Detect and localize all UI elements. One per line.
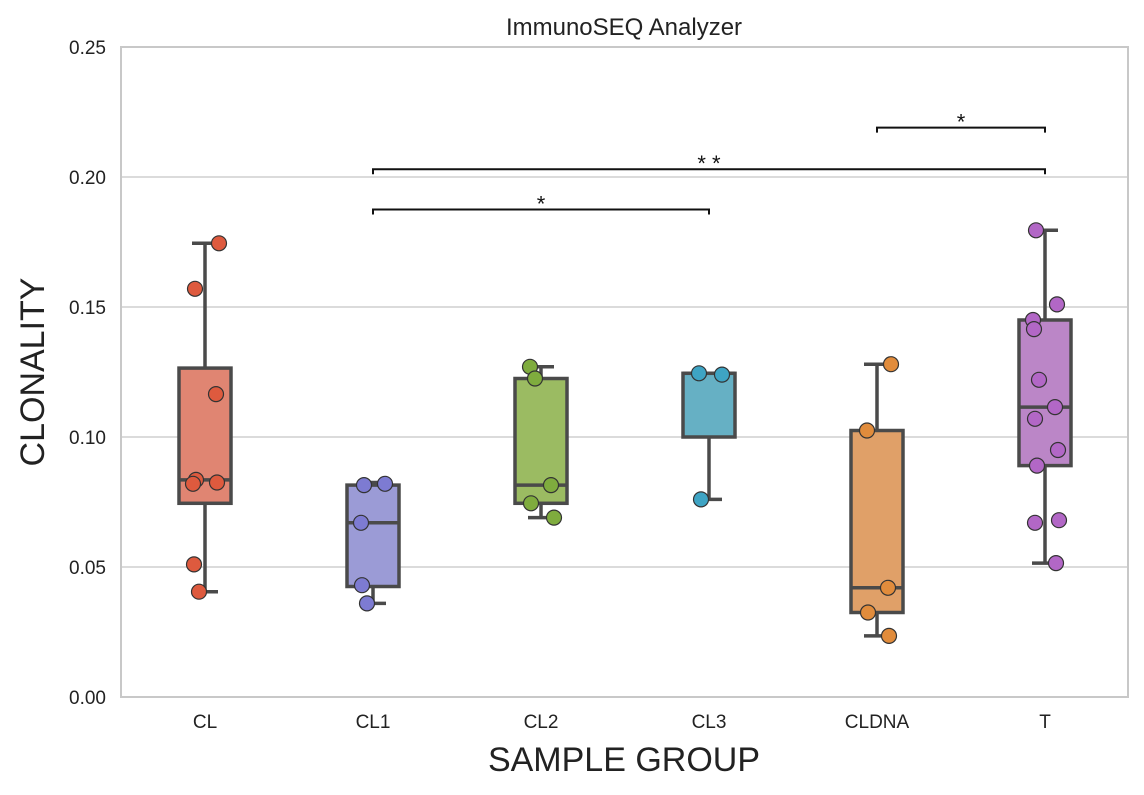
significance-bracket: * (876, 110, 1046, 135)
x-tick-label: T (1039, 712, 1051, 733)
significance-bracket: * * (372, 151, 1046, 176)
data-point (859, 604, 877, 621)
data-point (1026, 514, 1044, 531)
data-point (1025, 321, 1043, 338)
x-tick-label: CL (193, 712, 217, 733)
chart-title: ImmunoSEQ Analyzer (506, 14, 742, 41)
x-axis-ticks: CL CL1 CL2 CL3 CLDNA T (193, 712, 1051, 733)
plot-frame (120, 46, 1129, 698)
data-point (355, 477, 373, 494)
data-point (526, 370, 544, 387)
data-point (1047, 554, 1065, 572)
box-cl3 (681, 371, 737, 502)
data-point (1026, 410, 1044, 427)
box-cl2 (513, 365, 569, 520)
x-axis-label: SAMPLE GROUP (488, 741, 760, 779)
data-point (184, 475, 202, 492)
gridlines (121, 46, 1128, 698)
significance-brackets: * * * * (372, 110, 1046, 217)
box-iqr (849, 428, 905, 615)
y-tick-label: 0.15 (69, 298, 106, 319)
data-point (190, 583, 208, 600)
data-points (184, 222, 1068, 645)
data-point (186, 280, 204, 297)
x-tick-label: CL1 (356, 712, 391, 733)
data-point (210, 235, 228, 252)
significance-label: * (957, 110, 966, 135)
data-point (376, 475, 394, 492)
y-tick-label: 0.00 (69, 688, 106, 709)
y-axis-ticks: 0.00 0.05 0.10 0.15 0.20 0.25 (69, 38, 106, 709)
x-tick-label: CL3 (692, 712, 727, 733)
box-cl (177, 241, 233, 594)
y-tick-label: 0.10 (69, 428, 106, 449)
significance-label: * * (697, 151, 721, 176)
box-iqr (1017, 318, 1073, 468)
data-point (1046, 399, 1064, 416)
data-point (358, 595, 376, 612)
box-t (1017, 228, 1073, 565)
x-tick-label: CLDNA (845, 712, 910, 733)
data-point (522, 495, 540, 512)
data-point (1030, 371, 1048, 388)
data-point (1048, 296, 1066, 313)
data-point (882, 356, 900, 373)
y-tick-label: 0.05 (69, 558, 106, 579)
y-axis-label: CLONALITY (14, 278, 52, 467)
data-point (185, 556, 203, 573)
bracket-line (372, 208, 710, 215)
significance-label: * (537, 192, 546, 217)
data-point (1049, 441, 1067, 459)
data-point (352, 514, 370, 531)
boxes (177, 228, 1073, 638)
data-point (545, 509, 563, 526)
data-point (353, 577, 371, 594)
data-point (880, 627, 898, 645)
data-point (1028, 457, 1046, 474)
y-tick-label: 0.20 (69, 168, 106, 189)
data-point (692, 491, 710, 508)
y-tick-label: 0.25 (69, 38, 106, 59)
box-cldna (849, 362, 905, 638)
bracket-line (876, 126, 1046, 133)
box-iqr (681, 371, 737, 439)
significance-bracket: * (372, 192, 710, 217)
box-iqr (345, 483, 401, 589)
data-point (1027, 222, 1045, 239)
data-point (858, 422, 876, 439)
data-point (1050, 512, 1068, 529)
data-point (879, 579, 897, 596)
data-point (713, 366, 731, 383)
data-point (207, 386, 225, 403)
data-point (542, 477, 560, 494)
bracket-line (372, 168, 1046, 175)
data-point (208, 474, 226, 491)
data-point (690, 365, 708, 382)
x-tick-label: CL2 (524, 712, 559, 733)
